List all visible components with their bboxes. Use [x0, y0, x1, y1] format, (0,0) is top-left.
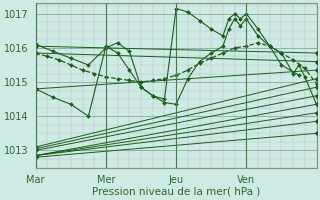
X-axis label: Pression niveau de la mer( hPa ): Pression niveau de la mer( hPa )	[92, 187, 260, 197]
